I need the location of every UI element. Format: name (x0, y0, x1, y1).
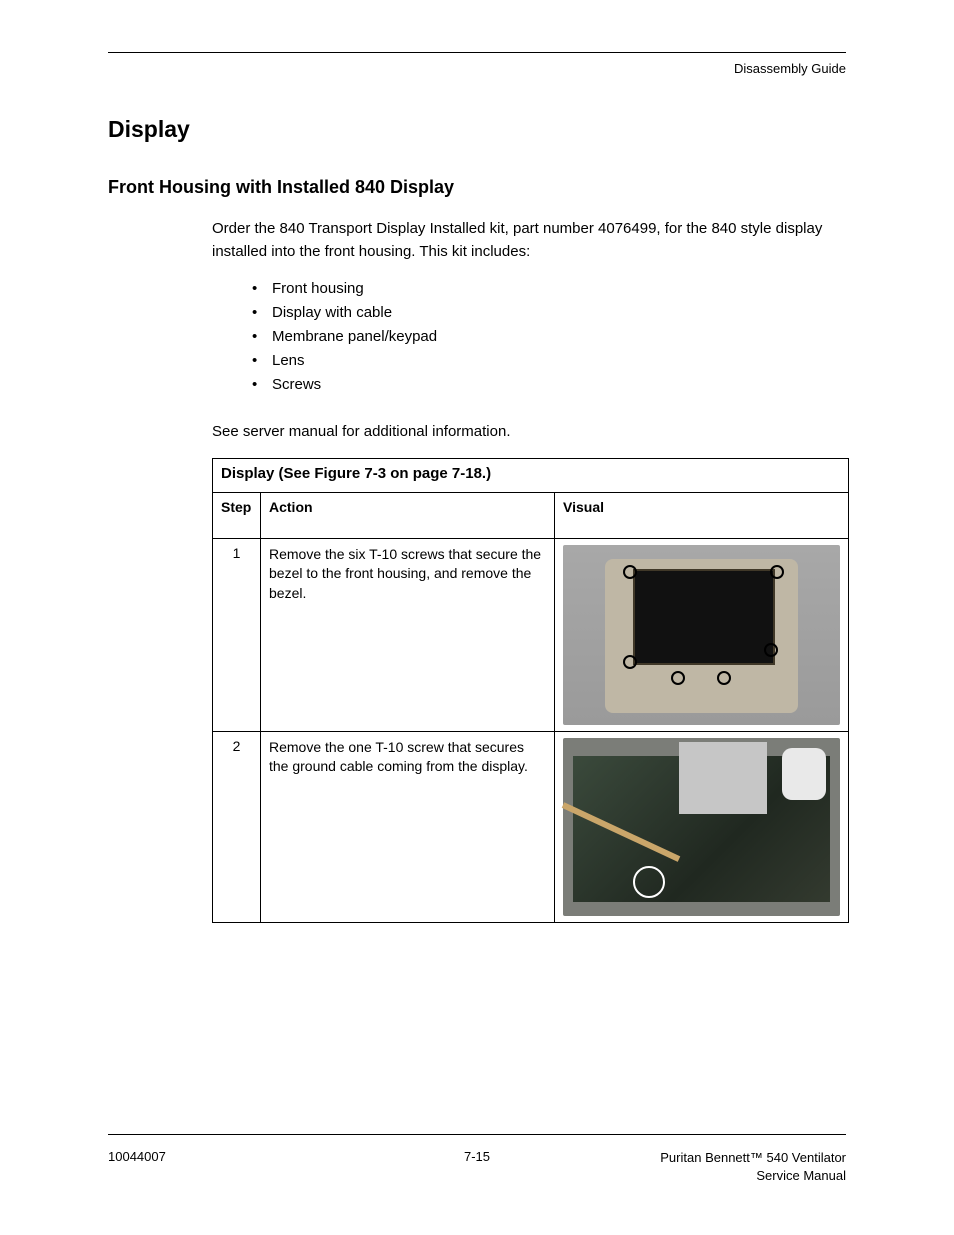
ground-cable-photo (563, 738, 840, 916)
footer-rule (108, 1134, 846, 1135)
list-item-label: Front housing (272, 277, 364, 301)
footer-doc-number: 10044007 (108, 1149, 354, 1185)
step-visual (555, 538, 849, 731)
table-title: Display (See Figure 7-3 on page 7-18.) (213, 458, 849, 492)
list-item: •Display with cable (252, 301, 846, 325)
page-footer: 10044007 7-15 Puritan Bennett™ 540 Venti… (108, 1134, 846, 1185)
list-item-label: Lens (272, 349, 305, 373)
column-header-step: Step (213, 492, 261, 538)
bezel-screws-photo (563, 545, 840, 725)
page: Disassembly Guide Display Front Housing … (0, 0, 954, 1235)
list-item: •Membrane panel/keypad (252, 325, 846, 349)
step-visual (555, 731, 849, 922)
display-procedure-table: Display (See Figure 7-3 on page 7-18.) S… (212, 458, 849, 923)
column-header-action: Action (261, 492, 555, 538)
section-title: Display (108, 116, 846, 143)
list-item-label: Screws (272, 373, 321, 397)
see-paragraph: See server manual for additional informa… (212, 421, 846, 444)
header-rule (108, 52, 846, 53)
list-item: •Lens (252, 349, 846, 373)
step-number: 2 (213, 731, 261, 922)
kit-item-list: •Front housing •Display with cable •Memb… (252, 277, 846, 397)
header-chapter-label: Disassembly Guide (108, 61, 846, 76)
table-row: 1 Remove the six T-10 screws that secure… (213, 538, 849, 731)
footer-page-number: 7-15 (354, 1149, 600, 1185)
subsection-title: Front Housing with Installed 840 Display (108, 177, 846, 198)
intro-paragraph: Order the 840 Transport Display Installe… (212, 218, 846, 263)
footer-product: Puritan Bennett™ 540 Ventilator (600, 1149, 846, 1167)
footer-manual: Service Manual (600, 1167, 846, 1185)
list-item: •Front housing (252, 277, 846, 301)
list-item-label: Display with cable (272, 301, 392, 325)
list-item-label: Membrane panel/keypad (272, 325, 437, 349)
column-header-visual: Visual (555, 492, 849, 538)
footer-product-info: Puritan Bennett™ 540 Ventilator Service … (600, 1149, 846, 1185)
list-item: •Screws (252, 373, 846, 397)
table-row: 2 Remove the one T-10 screw that secures… (213, 731, 849, 922)
step-action: Remove the one T-10 screw that secures t… (261, 731, 555, 922)
step-action: Remove the six T-10 screws that secure t… (261, 538, 555, 731)
step-number: 1 (213, 538, 261, 731)
